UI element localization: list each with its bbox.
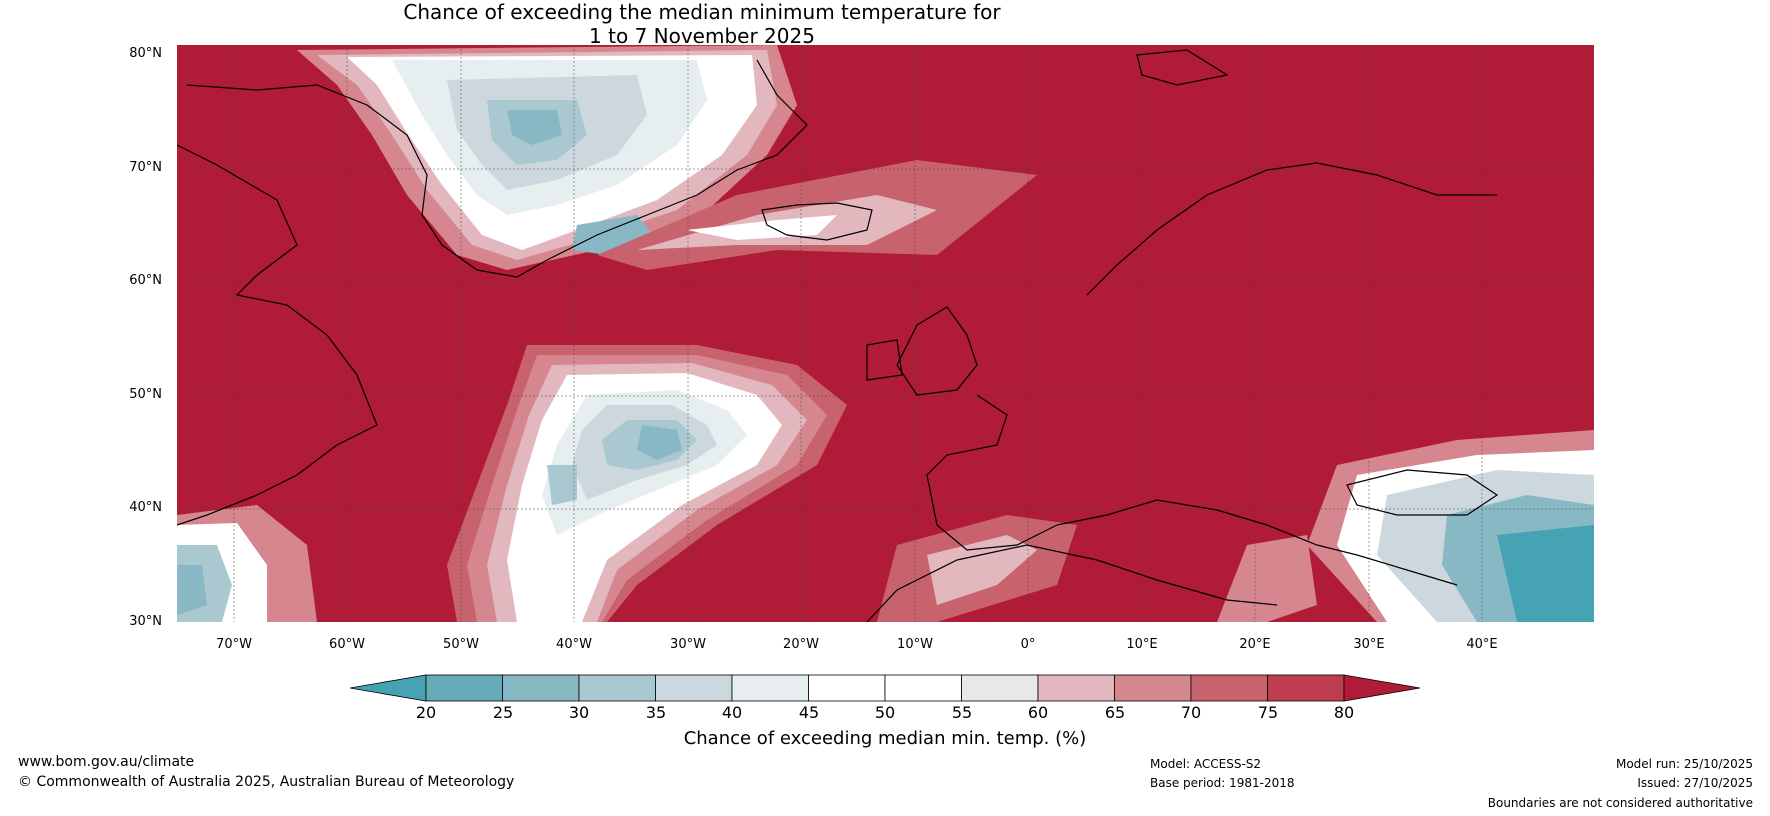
chart-title: Chance of exceeding the median minimum t… <box>0 0 1404 48</box>
lat-label-50n: 50°N <box>129 387 162 402</box>
colorbar <box>350 674 1420 702</box>
coastlines <box>177 49 1499 622</box>
colorbar-tick-40: 40 <box>721 703 743 722</box>
lat-label-40n: 40°N <box>129 500 162 515</box>
lon-label-0: 0° <box>1020 637 1036 652</box>
iceland-coast <box>761 202 873 241</box>
issued-text: Issued: 27/10/2025 <box>1637 776 1753 790</box>
colorbar-extend-low <box>350 674 427 702</box>
lat-label-80n: 80°N <box>129 46 162 61</box>
website-text: www.bom.gov.au/climate <box>18 754 195 770</box>
colorbar-tick-55: 55 <box>951 703 973 722</box>
colorbar-bin-30-35 <box>578 674 656 702</box>
colorbar-tick-60: 60 <box>1027 703 1049 722</box>
colorbar-bin-45-50 <box>808 674 886 702</box>
colorbar-title: Chance of exceeding median min. temp. (%… <box>683 728 1087 749</box>
colorbar-bin-40-45 <box>731 674 809 702</box>
colorbar-bin-55-60 <box>961 674 1039 702</box>
title-line-2: 1 to 7 November 2025 <box>589 24 815 48</box>
colorbar-tick-30: 30 <box>568 703 590 722</box>
copyright-text: © Commonwealth of Australia 2025, Austra… <box>18 774 515 790</box>
svalbard-coast <box>1136 49 1229 86</box>
lon-label-70w: 70°W <box>216 637 252 652</box>
colorbar-bin-50-55 <box>884 674 962 702</box>
lon-label-20e: 20°E <box>1239 637 1271 652</box>
lon-label-40w: 40°W <box>556 637 592 652</box>
lat-label-30n: 30°N <box>129 614 162 629</box>
colorbar-bin-25-30 <box>502 674 580 702</box>
lat-label-60n: 60°N <box>129 273 162 288</box>
colorbar-extend-high <box>1343 674 1420 702</box>
colorbar-tick-20: 20 <box>415 703 437 722</box>
colorbar-tick-75: 75 <box>1257 703 1279 722</box>
colorbar-tick-70: 70 <box>1180 703 1202 722</box>
forecast-map <box>177 45 1594 622</box>
lon-label-40e: 40°E <box>1466 637 1498 652</box>
mediterranean-coast <box>1056 499 1458 586</box>
north-africa-anomaly <box>877 515 1077 622</box>
model-text: Model: ACCESS-S2 <box>1150 757 1262 771</box>
colorbar-bin-20-25 <box>425 674 503 702</box>
scandinavia-coast <box>1086 162 1497 296</box>
north-africa-coast <box>866 544 1278 622</box>
colorbar-bin-60-65 <box>1037 674 1115 702</box>
colorbar-tick-25: 25 <box>492 703 514 722</box>
base-period-text: Base period: 1981-2018 <box>1150 776 1295 790</box>
lon-label-10w: 10°W <box>897 637 933 652</box>
colorbar-tick-45: 45 <box>798 703 820 722</box>
colorbar-tick-50: 50 <box>874 703 896 722</box>
model-run-text: Model run: 25/10/2025 <box>1615 757 1753 771</box>
colorbar-tick-80: 80 <box>1333 703 1355 722</box>
colorbar-tick-65: 65 <box>1104 703 1126 722</box>
lon-label-20w: 20°W <box>783 637 819 652</box>
lon-label-50w: 50°W <box>443 637 479 652</box>
greenland-anomaly <box>297 45 1037 270</box>
title-line-1: Chance of exceeding the median minimum t… <box>403 0 1001 24</box>
lon-label-10e: 10°E <box>1126 637 1158 652</box>
atlantic-anomaly <box>447 345 847 622</box>
middle-east-anomaly <box>1217 430 1594 622</box>
europe-west-coast <box>926 394 1058 551</box>
north-america-coast <box>177 144 378 526</box>
colorbar-bin-75-80 <box>1267 674 1345 702</box>
british-isles-coast <box>896 306 978 396</box>
lon-label-30w: 30°W <box>670 637 706 652</box>
lon-label-60w: 60°W <box>329 637 365 652</box>
black-sea-coast <box>1346 469 1499 516</box>
map-gridlines <box>177 45 1594 622</box>
colorbar-tick-35: 35 <box>645 703 667 722</box>
lat-label-70n: 70°N <box>129 160 162 175</box>
ireland-coast <box>866 339 903 381</box>
map-svg <box>177 45 1594 622</box>
colorbar-bin-65-70 <box>1114 674 1192 702</box>
greenland-coast <box>186 59 808 278</box>
colorbar-bin-70-75 <box>1190 674 1268 702</box>
southwest-anomaly <box>177 505 317 622</box>
colorbar-bin-35-40 <box>655 674 733 702</box>
disclaimer-text: Boundaries are not considered authoritat… <box>1487 796 1753 810</box>
lon-label-30e: 30°E <box>1353 637 1385 652</box>
